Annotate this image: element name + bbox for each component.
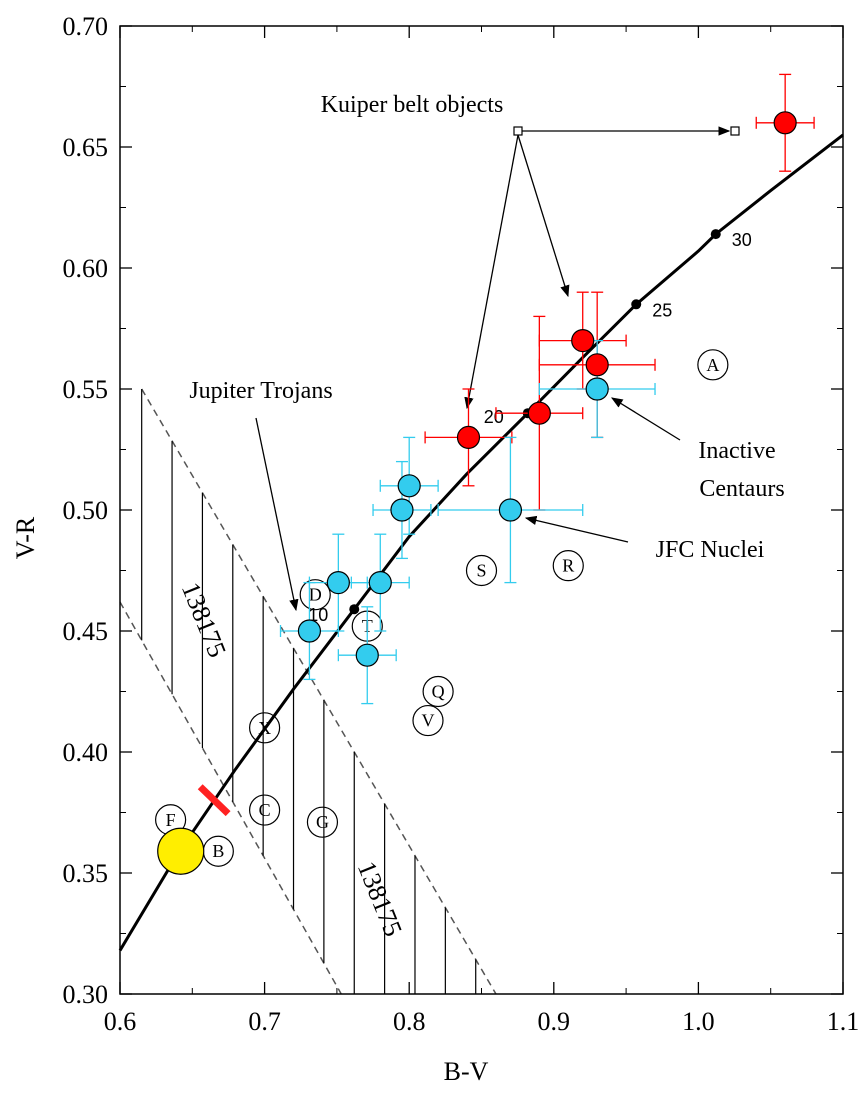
region-label-upper: 138175 [176,578,232,661]
y-tick-label: 0.50 [63,496,109,525]
trojans-arrow [255,417,299,612]
cyan-point [368,570,392,595]
x-axis-title: B-V [444,1057,489,1086]
sun-marker [157,827,205,875]
red-point [456,425,481,449]
track-marker [349,604,360,615]
kuiper-box-right [730,126,740,136]
cyan-point [585,377,609,401]
red-segment [197,784,231,817]
jfc-arrow [524,515,629,543]
track-marker-label: 25 [652,300,672,320]
region-boundary-lower [119,601,342,995]
y-axis-title: V-R [11,516,40,559]
cyan-point [397,474,421,498]
class-circle [299,579,331,611]
class-label: V [421,711,434,731]
x-tick-label: 0.8 [393,1007,426,1036]
x-tick-label: 0.6 [104,1007,137,1036]
inactive-centaurs-label-2: Centaurs [699,476,784,502]
y-tick-label: 0.40 [63,738,109,767]
y-tick-label: 0.60 [63,254,109,283]
class-circle [422,675,454,708]
annotation-arrows [255,126,740,612]
class-label: D [309,585,322,605]
class-circle [465,554,498,587]
class-label: A [706,355,719,375]
inactive-centaurs-label-1: Inactive [698,438,775,464]
jfc-nuclei-label: JFC Nuclei [656,537,765,563]
x-tick-label: 1.1 [827,1007,860,1036]
region-138175 [119,388,497,995]
class-label: Q [432,682,445,702]
y-tick-label: 0.30 [63,980,109,1009]
cyan-point [326,570,350,595]
region-boundary-upper [141,388,497,995]
y-tick-label: 0.35 [63,859,109,888]
class-label: F [166,810,176,830]
class-circle [306,806,339,838]
class-label: C [259,800,271,820]
kuiper-arrow-trojan [464,134,519,410]
track-marker [631,299,642,310]
red-point [571,329,595,353]
y-tick-label: 0.65 [63,133,109,162]
class-label: B [212,841,224,861]
class-label: X [258,718,271,738]
inactive-centaurs-arrow [611,397,681,441]
x-tick-label: 1.0 [682,1007,715,1036]
x-tick-label: 0.7 [248,1007,281,1036]
jupiter-trojans-label: Jupiter Trojans [189,378,332,404]
class-label: G [316,812,329,832]
red-point [527,401,551,425]
x-tick-label: 0.9 [538,1007,571,1036]
data-points [157,111,797,875]
region-label-lower: 138175 [352,857,408,940]
kuiper-belt-label: Kuiper belt objects [321,92,504,118]
track-marker-label: 20 [484,407,504,427]
class-label: R [562,556,574,576]
cyan-point [390,498,414,522]
kuiper-arrow-centaur [517,134,570,298]
class-circle [552,550,584,582]
track-marker [710,229,721,240]
class-circle [249,794,281,826]
cyan-point [355,643,379,667]
class-circle [249,712,281,744]
y-tick-label: 0.55 [63,375,109,404]
cyan-point [297,619,322,643]
red-point [585,353,609,377]
y-tick-label: 0.45 [63,617,109,646]
class-circle [697,349,729,381]
y-tick-label: 0.70 [63,12,109,41]
class-circle [412,704,444,737]
cyan-point [498,498,523,522]
track-marker-label: 30 [732,230,752,250]
red-point [773,111,797,135]
kuiper-box-left [513,126,523,136]
class-label: S [476,561,486,581]
error-bars [279,73,815,705]
axis-ticks: 0.6 0.7 0.8 0.9 1.0 1.1 0.30 0.35 0.40 0.45 0.50 0.… [63,12,860,1036]
